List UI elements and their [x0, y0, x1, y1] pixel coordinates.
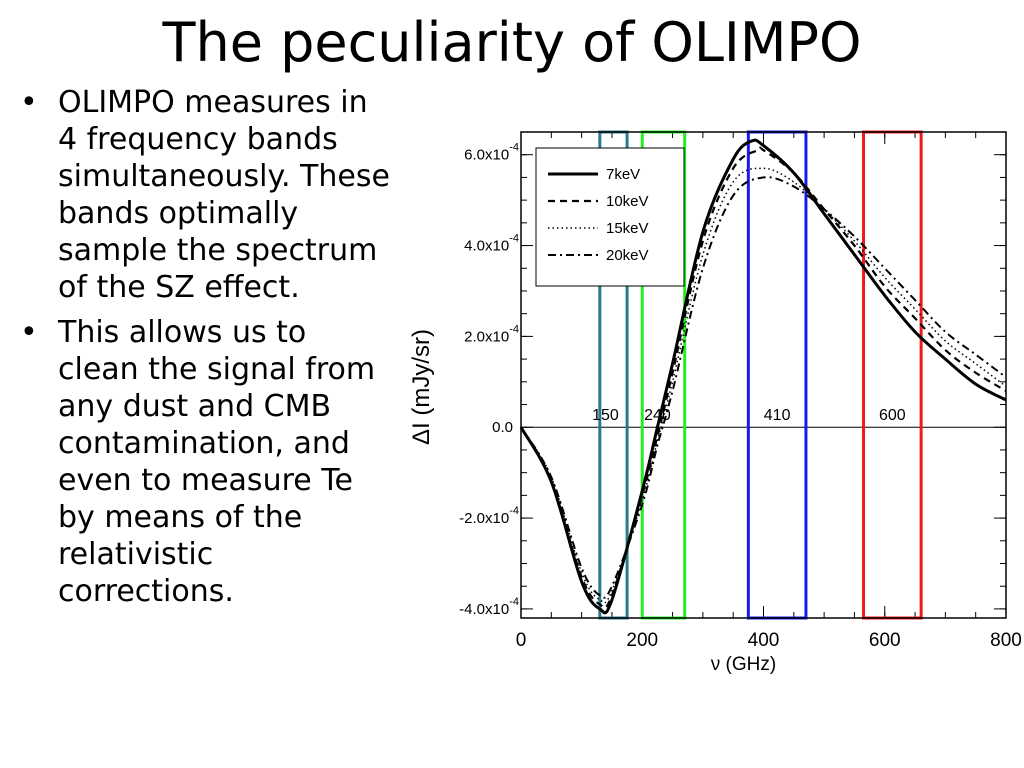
y-tick-label: 0.0 [492, 419, 513, 436]
x-tick-label: 200 [626, 630, 658, 651]
y-tick-labels: -4.0x10-4 -2.0x10-4 0.0 2.0x10-4 4.0x10-4 6.0… [459, 142, 519, 618]
bullet-text: OLIMPO measures in 4 frequency bands sim… [58, 85, 390, 305]
legend-label: 15keV [606, 220, 649, 237]
bullet-text: This allows us to clean the signal from … [58, 315, 376, 609]
y-tick-label: -4.0x10-4 [459, 596, 519, 618]
x-tick-label: 600 [869, 630, 901, 651]
y-tick-label: 2.0x10-4 [464, 323, 519, 345]
series-line-10keV [520, 146, 1007, 609]
x-tick-label: 800 [990, 630, 1022, 651]
legend-box [535, 147, 685, 287]
x-axis-label: ν (GHz) [711, 654, 776, 675]
sz-spectrum-chart: 150 240 410 600 -4.0x10-4-2.0x10-40.02.0x10… [408, 130, 1022, 675]
series-line-7keV [519, 138, 1007, 615]
legend-label: 7keV [606, 166, 640, 183]
y-axis-label: ΔI (mJy/sr) [408, 329, 435, 445]
x-tick-label: 0 [516, 630, 527, 651]
legend-label: 10keV [606, 193, 649, 210]
y-tick-label: -2.0x10-4 [459, 505, 519, 527]
band-label-600: 600 [879, 407, 906, 424]
bullet-dot-icon: • [20, 315, 38, 350]
legend-label: 20keV [606, 247, 649, 264]
y-tick-label: 6.0x10-4 [464, 142, 519, 164]
band-label-150: 150 [592, 407, 619, 424]
plot-frame [520, 131, 1007, 619]
band-box-600 [862, 130, 923, 620]
series-line-20keV [520, 176, 1007, 599]
bullet-item: • OLIMPO measures in 4 frequency bands s… [20, 84, 390, 306]
slide-title: The peculiarity of OLIMPO [162, 11, 862, 74]
chart-series [519, 138, 1007, 615]
bullet-item: • This allows us to clean the signal fro… [20, 314, 390, 610]
y-tick-label: 4.0x10-4 [464, 233, 519, 255]
chart-legend: 7keV 10keV 15keV 20keV [535, 147, 685, 287]
bullet-list: • OLIMPO measures in 4 frequency bands s… [20, 84, 390, 618]
x-tick-label: 400 [748, 630, 780, 651]
band-box-410 [746, 130, 808, 620]
band-label-410: 410 [764, 407, 791, 424]
bullet-dot-icon: • [20, 85, 38, 120]
x-tick-labels: 0 200 400 600 800 [516, 630, 1022, 651]
